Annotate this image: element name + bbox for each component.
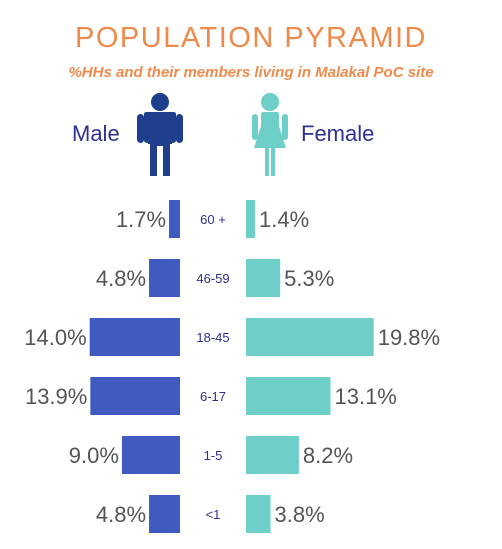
age-group-label: 18-45 xyxy=(196,330,229,345)
female-value-label: 13.1% xyxy=(334,384,396,409)
male-bar xyxy=(149,495,180,533)
page-subtitle: %HHs and their members living in Malakal… xyxy=(68,64,434,81)
age-group-label: 6-17 xyxy=(200,389,226,404)
male-bar xyxy=(89,318,180,356)
female-value-label: 8.2% xyxy=(303,443,353,468)
female-bar xyxy=(246,200,256,238)
female-value-label: 3.8% xyxy=(275,502,325,527)
male-value-label: 4.8% xyxy=(96,502,146,527)
page-title: POPULATION PYRAMID xyxy=(75,22,427,54)
male-person-icon xyxy=(137,93,183,176)
age-group-label: 46-59 xyxy=(196,271,229,286)
age-group-label: 1-5 xyxy=(204,448,223,463)
female-label: Female xyxy=(301,121,375,146)
male-value-label: 1.7% xyxy=(116,207,166,232)
female-bar xyxy=(246,377,331,415)
female-bar xyxy=(246,495,271,533)
male-value-label: 4.8% xyxy=(96,266,146,291)
male-bar xyxy=(169,200,180,238)
age-group-label: <1 xyxy=(206,507,221,522)
male-label: Male xyxy=(72,121,120,146)
female-value-label: 1.4% xyxy=(259,207,309,232)
female-bar xyxy=(246,259,281,297)
female-value-label: 19.8% xyxy=(378,325,440,350)
female-value-label: 5.3% xyxy=(284,266,334,291)
female-person-icon xyxy=(252,93,288,176)
female-bar xyxy=(246,436,299,474)
male-bar xyxy=(121,436,180,474)
male-value-label: 14.0% xyxy=(24,325,86,350)
male-value-label: 9.0% xyxy=(69,443,119,468)
male-bar xyxy=(149,259,180,297)
male-bar xyxy=(90,377,180,415)
male-value-label: 13.9% xyxy=(25,384,87,409)
female-bar xyxy=(246,318,374,356)
age-group-label: 60 + xyxy=(200,212,226,227)
